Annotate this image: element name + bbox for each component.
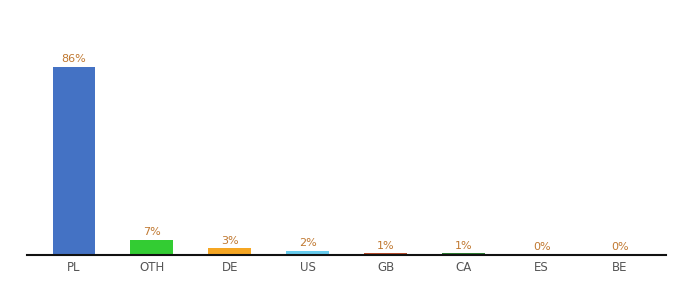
Text: 3%: 3%: [221, 236, 239, 246]
Bar: [209, 248, 252, 255]
Text: 0%: 0%: [611, 242, 628, 252]
Bar: [598, 254, 641, 255]
Text: 0%: 0%: [533, 242, 551, 252]
Text: 2%: 2%: [299, 238, 317, 248]
Bar: [442, 253, 485, 255]
Text: 1%: 1%: [377, 241, 394, 250]
Bar: [364, 253, 407, 255]
Bar: [131, 240, 173, 255]
Bar: [520, 254, 563, 255]
Text: 86%: 86%: [62, 55, 86, 64]
Text: 1%: 1%: [455, 241, 473, 250]
Bar: [286, 250, 329, 255]
Bar: [52, 67, 95, 255]
Text: 7%: 7%: [143, 227, 160, 238]
